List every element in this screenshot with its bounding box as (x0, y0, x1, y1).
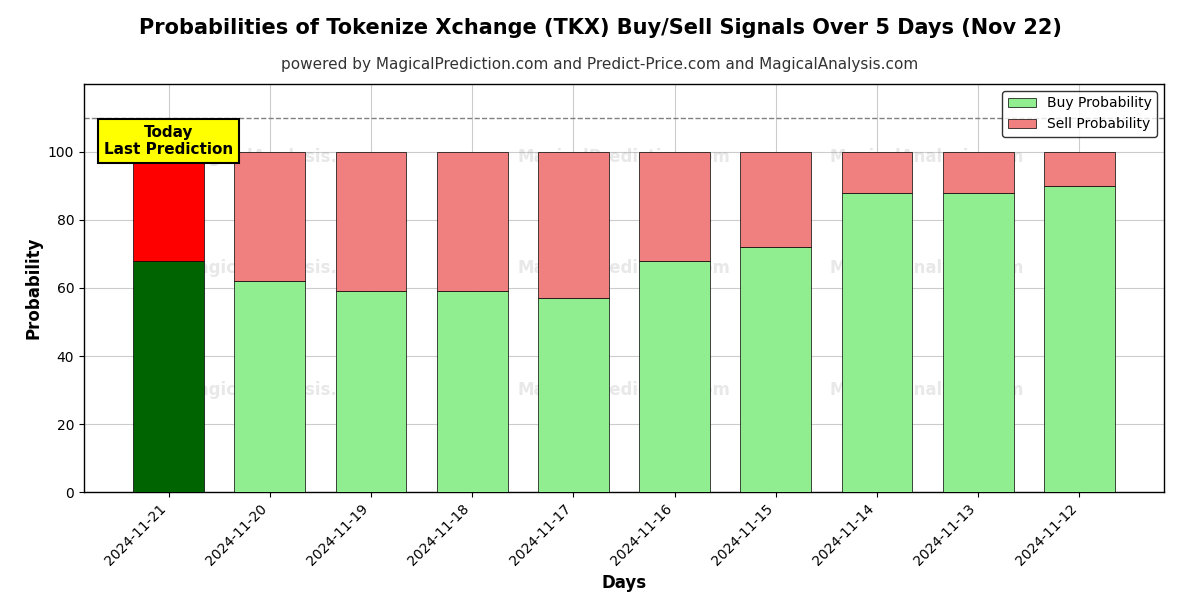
Bar (133, 152, 204, 261)
Text: Today
Last Prediction: Today Last Prediction (104, 125, 233, 157)
Text: MagicalAnalysis.com: MagicalAnalysis.com (829, 381, 1024, 399)
Text: MagicalPrediction.com: MagicalPrediction.com (517, 259, 731, 277)
Text: MagicalAnalysis.com: MagicalAnalysis.com (181, 259, 376, 277)
Bar (437, 152, 508, 292)
Bar (133, 261, 204, 492)
Bar (841, 193, 912, 492)
Bar (538, 152, 608, 298)
Text: Probabilities of Tokenize Xchange (TKX) Buy/Sell Signals Over 5 Days (Nov 22): Probabilities of Tokenize Xchange (TKX) … (138, 18, 1062, 38)
Y-axis label: Probability: Probability (24, 237, 42, 339)
Text: powered by MagicalPrediction.com and Predict-Price.com and MagicalAnalysis.com: powered by MagicalPrediction.com and Pre… (281, 57, 919, 72)
Bar (437, 292, 508, 492)
Bar (740, 152, 811, 247)
Legend: Buy Probability, Sell Probability: Buy Probability, Sell Probability (1002, 91, 1157, 137)
Text: MagicalAnalysis.com: MagicalAnalysis.com (829, 148, 1024, 166)
Bar (336, 152, 407, 292)
Bar (841, 152, 912, 193)
Bar (1044, 152, 1115, 186)
Bar (234, 152, 305, 281)
Bar (640, 261, 710, 492)
Bar (234, 281, 305, 492)
Bar (943, 193, 1014, 492)
Bar (1044, 186, 1115, 492)
Text: MagicalAnalysis.com: MagicalAnalysis.com (181, 148, 376, 166)
Bar (740, 247, 811, 492)
Text: MagicalAnalysis.com: MagicalAnalysis.com (829, 259, 1024, 277)
Bar (640, 152, 710, 261)
Bar (943, 152, 1014, 193)
Text: MagicalAnalysis.com: MagicalAnalysis.com (181, 381, 376, 399)
Bar (336, 292, 407, 492)
X-axis label: Days: Days (601, 574, 647, 592)
Text: MagicalPrediction.com: MagicalPrediction.com (517, 148, 731, 166)
Bar (538, 298, 608, 492)
Text: MagicalPrediction.com: MagicalPrediction.com (517, 381, 731, 399)
